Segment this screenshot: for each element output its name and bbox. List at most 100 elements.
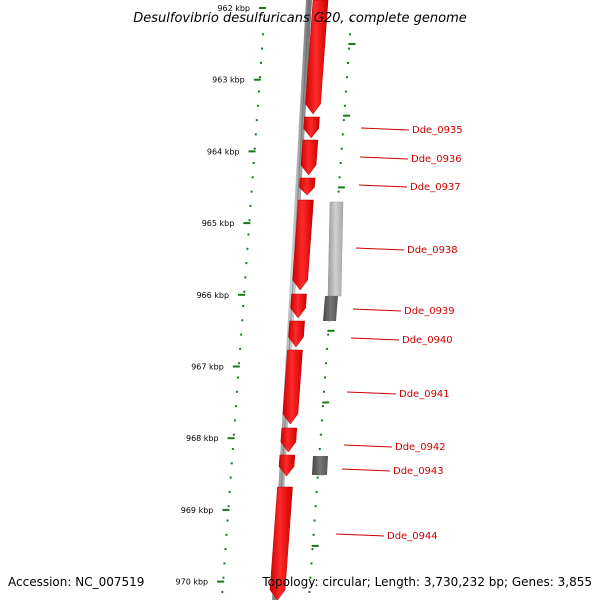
minor-tick-right: [319, 433, 322, 436]
gene-arrow: [292, 199, 314, 291]
gene-arrow: [305, 0, 329, 115]
major-tick-left: [227, 437, 235, 440]
feature-track: [312, 201, 344, 475]
minor-tick-right: [345, 76, 348, 79]
minor-tick-left: [258, 76, 261, 79]
major-tick-left: [253, 78, 261, 81]
major-tick-right: [348, 43, 356, 45]
minor-tick-left: [253, 147, 256, 150]
minor-ticks-left: [221, 19, 266, 593]
scale-tick-label: 967 kbp: [191, 363, 224, 372]
minor-tick-left: [222, 576, 225, 579]
scale-tick-label: 965 kbp: [202, 219, 235, 228]
minor-tick-left: [244, 276, 247, 279]
gene-leader-line: [341, 468, 391, 472]
minor-tick-left: [230, 462, 233, 465]
gene-arrow: [280, 427, 298, 453]
minor-tick-right: [343, 104, 346, 107]
major-tick-left: [232, 365, 240, 368]
major-tick-left: [217, 580, 225, 583]
gene-track: [269, 0, 329, 600]
major-tick-left: [222, 508, 230, 511]
minor-tick-right: [313, 519, 316, 522]
minor-tick-right: [344, 90, 347, 93]
minor-tick-left: [231, 448, 234, 450]
gene-arrow: [278, 454, 296, 477]
minor-tick-left: [224, 548, 227, 551]
minor-tick-right: [320, 419, 323, 422]
minor-tick-left: [259, 61, 262, 64]
gene-leader-line: [360, 127, 410, 131]
minor-tick-left: [235, 390, 238, 393]
minor-tick-right: [339, 162, 342, 164]
minor-tick-left: [227, 505, 230, 508]
minor-tick-right: [318, 448, 321, 450]
minor-tick-right: [316, 476, 319, 479]
minor-tick-left: [252, 162, 255, 164]
minor-tick-left: [241, 319, 244, 322]
gene-label: Dde_0944: [387, 531, 438, 542]
minor-tick-left: [251, 176, 254, 179]
major-tick-left: [259, 7, 266, 9]
minor-tick-left: [237, 376, 240, 379]
minor-tick-right: [346, 61, 349, 64]
gene-label: Dde_0937: [410, 182, 461, 193]
minor-tick-left: [243, 290, 246, 293]
genome-title: Desulfovibrio desulfuricans G20, complet…: [133, 11, 467, 26]
minor-tick-right: [322, 390, 325, 393]
gene-arrow: [299, 177, 316, 196]
minor-tick-left: [247, 233, 250, 236]
minor-tick-left: [240, 333, 243, 336]
accession-label: Accession: NC_007519: [8, 575, 144, 589]
minor-tick-right: [321, 405, 324, 408]
genome-summary: Topology: circular; Length: 3,730,232 bp…: [261, 575, 592, 589]
minor-tick-left: [226, 519, 229, 522]
minor-tick-left: [233, 419, 236, 422]
minor-tick-left: [256, 104, 259, 107]
minor-tick-left: [248, 219, 251, 222]
major-tick-left: [238, 293, 246, 296]
minor-tick-right: [315, 490, 318, 493]
scale-tick-label: 970 kbp: [176, 578, 209, 587]
major-tick-right: [322, 401, 330, 404]
gene-label: Dde_0935: [412, 125, 463, 136]
minor-tick-right: [314, 505, 317, 508]
gene-leader-line: [359, 156, 409, 160]
gene-leader-line: [352, 308, 402, 312]
minor-tick-left: [228, 490, 231, 493]
gene-label: Dde_0941: [399, 389, 450, 400]
minor-tick-right: [310, 562, 313, 565]
minor-tick-left: [261, 47, 264, 50]
gene-arrow: [290, 293, 307, 319]
minor-tick-left: [242, 305, 245, 307]
minor-tick-right: [337, 190, 340, 193]
minor-tick-left: [225, 533, 228, 536]
minor-tick-left: [254, 133, 257, 136]
minor-tick-right: [349, 33, 352, 36]
gene-leader-line: [346, 391, 397, 395]
gene-leader-line: [335, 533, 385, 537]
minor-tick-right: [326, 347, 329, 350]
minor-tick-left: [234, 405, 237, 408]
feature-block-dark: [312, 456, 328, 475]
minor-tick-left: [238, 362, 241, 365]
minor-tick-right: [342, 119, 345, 122]
gene-leader-line: [358, 184, 408, 188]
gene-label: Dde_0938: [407, 245, 458, 256]
major-tick-right: [343, 114, 351, 117]
tick-labels: 962 kbp 963 kbp 964 kbp 965 kbp 966 kbp 967 k…: [176, 4, 250, 587]
minor-tick-right: [338, 176, 341, 179]
minor-tick-left: [223, 562, 226, 565]
minor-tick-left: [239, 347, 242, 350]
gene-label: Dde_0936: [411, 154, 462, 165]
gene-arrow: [288, 320, 305, 348]
scale-tick-label: 964 kbp: [207, 147, 240, 156]
scale-tick-label: 962 kbp: [217, 4, 250, 13]
scale-tick-label: 966 kbp: [196, 291, 229, 300]
minor-tick-right: [309, 576, 312, 579]
minor-tick-left: [255, 119, 258, 122]
gene-label: Dde_0939: [404, 306, 455, 317]
major-tick-left: [243, 222, 251, 225]
